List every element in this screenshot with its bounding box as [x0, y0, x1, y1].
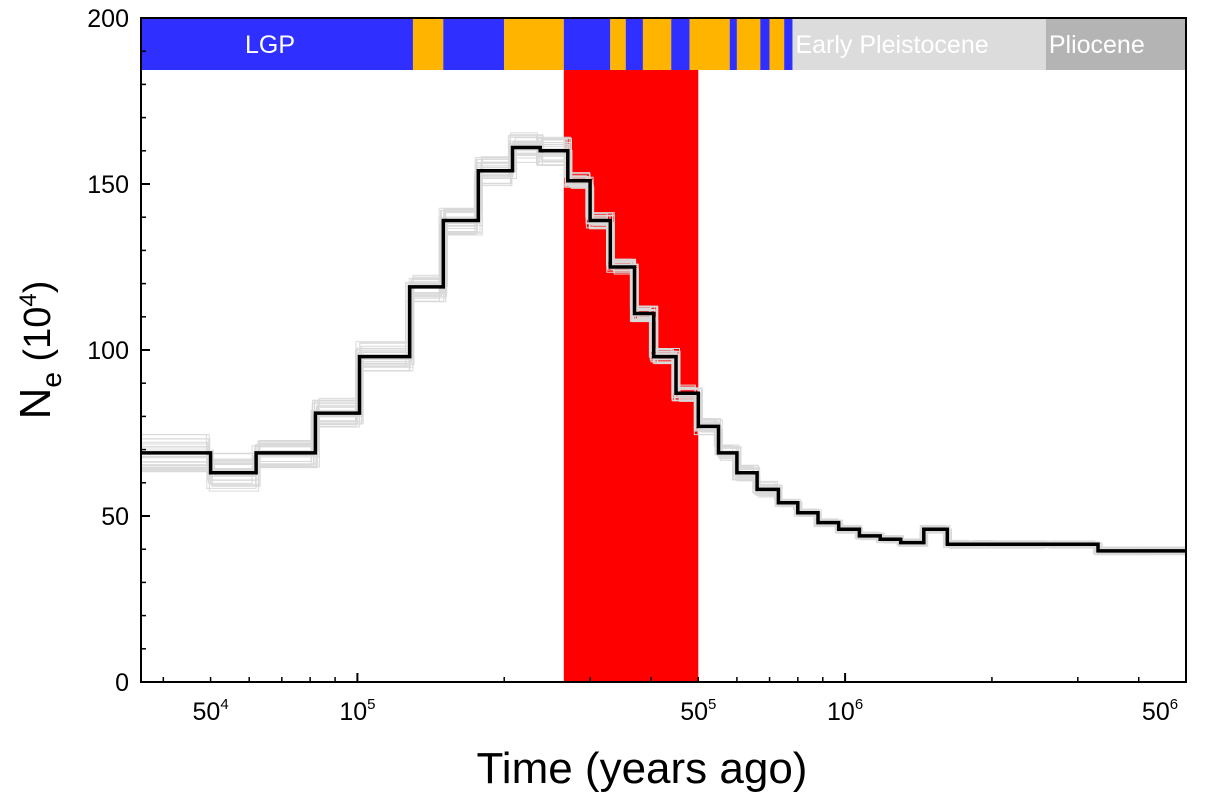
y-axis-title-unit-exp: 4	[15, 293, 42, 306]
y-tick-label-200: 200	[87, 5, 129, 33]
band-glacial-2	[443, 18, 505, 70]
y-axis-title: Ne (104)	[11, 281, 67, 420]
band-glacial-14	[784, 18, 793, 70]
band-glacial-4	[563, 18, 611, 70]
band-interglacial-11	[736, 18, 761, 70]
band-glacial-0	[141, 18, 413, 70]
y-tick-label-50: 50	[101, 503, 129, 531]
band-label-16: Pliocene	[1049, 31, 1145, 59]
y-tick-label-150: 150	[87, 171, 129, 199]
x-axis-title: Time (years ago)	[477, 744, 808, 793]
band-label-0: LGP	[245, 31, 295, 59]
band-interglacial-13	[769, 18, 785, 70]
band-interglacial-1	[412, 18, 444, 70]
y-axis-title-sub: e	[36, 372, 67, 388]
y-axis-title-unit-close: )	[17, 281, 59, 294]
band-interglacial-9	[689, 18, 730, 70]
x-tick-label-2: 505	[680, 696, 716, 726]
band-interglacial-5	[610, 18, 626, 70]
y-axis-title-unit: (10	[17, 307, 59, 372]
period-bands: LGP Early Pleistocene Pliocene	[141, 18, 1186, 70]
x-tick-label-3: 106	[827, 696, 863, 726]
band-early_pleistocene-15	[792, 18, 1046, 70]
x-tick-label-0: 504	[193, 696, 229, 726]
y-axis-title-main: N	[11, 388, 60, 420]
band-glacial-6	[625, 18, 643, 70]
band-interglacial-7	[642, 18, 672, 70]
band-pliocene-16	[1045, 18, 1186, 70]
y-tick-label-0: 0	[115, 669, 129, 697]
band-interglacial-3	[504, 18, 564, 70]
y-axis: 0 50 100 150 200	[87, 5, 150, 697]
x-tick-label-4: 506	[1142, 696, 1178, 726]
y-tick-label-100: 100	[87, 337, 129, 365]
band-glacial-10	[729, 18, 737, 70]
band-glacial-12	[760, 18, 770, 70]
band-label-15: Early Pleistocene	[795, 31, 988, 59]
ne-series	[141, 145, 1186, 553]
x-axis: 504 105 505 106 506	[162, 673, 1187, 726]
ne-main-line	[141, 145, 1186, 553]
band-glacial-8	[671, 18, 690, 70]
x-tick-label-1: 105	[339, 696, 375, 726]
